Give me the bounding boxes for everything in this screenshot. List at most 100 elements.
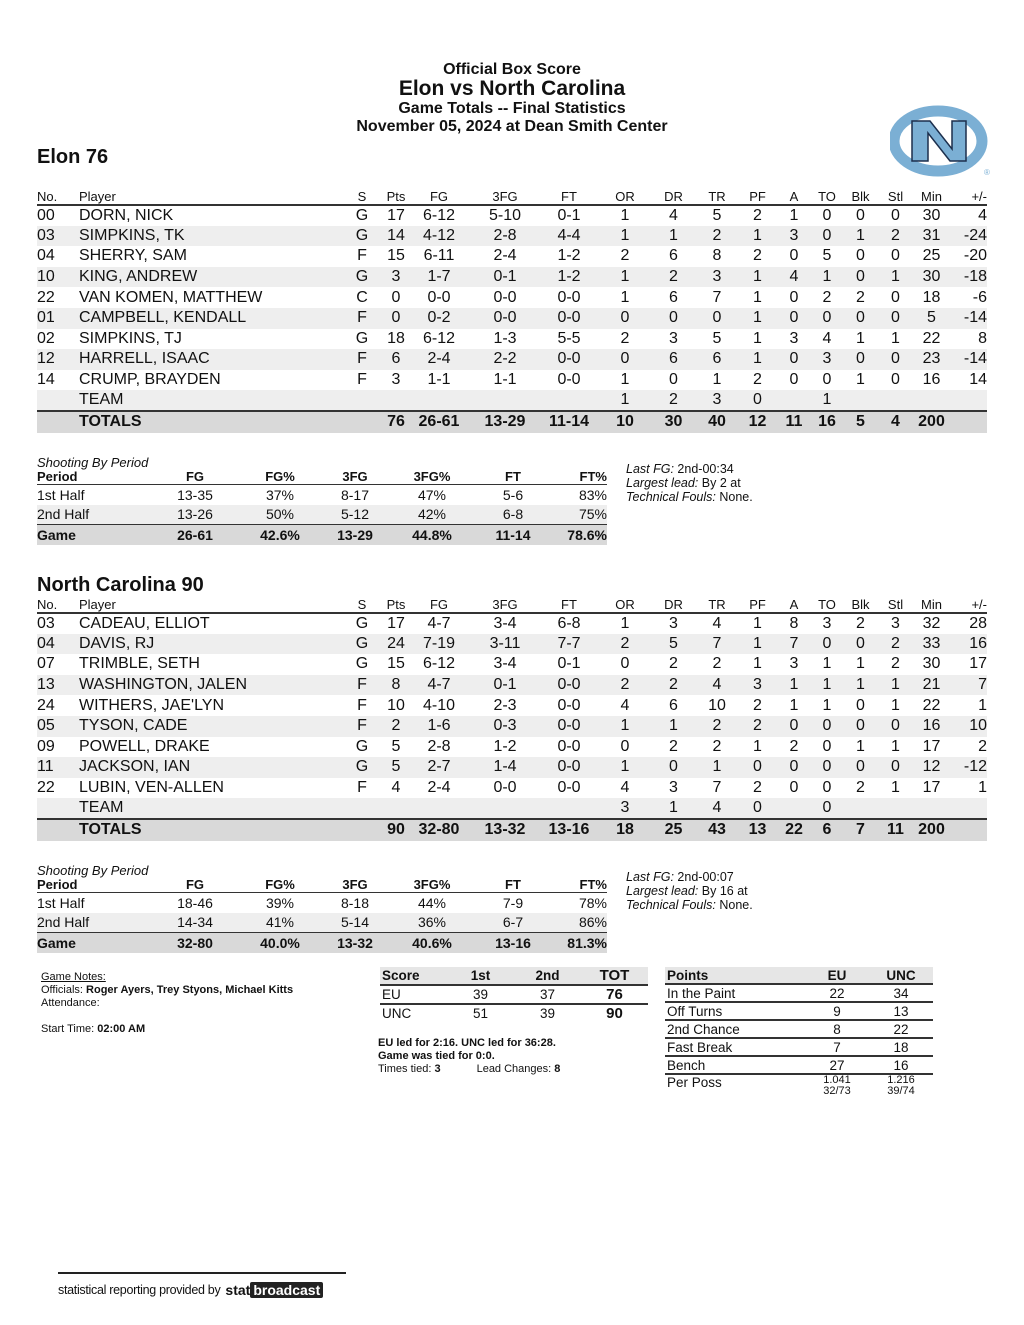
col-header-steals: Stl [878, 189, 913, 206]
cell: 86% [545, 912, 607, 933]
score-by-half-table: Score 1st 2nd TOT EU 39 37 76 UNC 51 39 90 [380, 967, 648, 1022]
cell-assists: 0 [789, 247, 799, 265]
cell-position: F [357, 371, 367, 389]
cell-assists: 1 [777, 674, 811, 696]
cell-player: SHERRY, SAM [79, 247, 187, 265]
cell-points: 17 [387, 614, 405, 632]
cell: 32-80 [157, 932, 233, 953]
cell-turnovers: 0 [822, 371, 832, 389]
cell-tot-reb: 7 [712, 288, 722, 306]
cell-minutes: 23 [913, 349, 950, 370]
cell-points: 0 [385, 307, 407, 329]
cell-fouls: 1 [738, 307, 777, 329]
total-plus-minus [950, 409, 987, 433]
per-poss-eu: 1.041 32/73 [805, 1074, 869, 1097]
cell-3fg: 3-4 [493, 614, 517, 632]
cell-turnovers: 0 [811, 307, 843, 329]
total-player: TOTALS [79, 409, 339, 433]
cell-turnovers: 4 [822, 329, 832, 347]
cell: 2nd Chance [665, 1020, 805, 1039]
col-header-blocks: Blk [843, 189, 878, 206]
cell-minutes: 16 [913, 715, 950, 737]
cell: 11-14 [481, 524, 545, 545]
col-header-ft: FT [539, 189, 599, 206]
cell: In the Paint [665, 984, 805, 1003]
cell-player: CRUMP, BRAYDEN [79, 371, 221, 389]
cell-3fg: 1-2 [493, 737, 517, 755]
cell-points: 10 [387, 696, 405, 714]
cell-number: 12 [37, 349, 79, 370]
cell-fouls: 2 [753, 206, 762, 224]
cell-minutes: 30 [913, 266, 950, 288]
cell: 78% [578, 894, 607, 911]
cell-ft: 0-1 [557, 655, 581, 673]
col-header: 3FG% [383, 469, 481, 485]
cell-ft [539, 798, 599, 819]
cell: 2nd Half [37, 912, 157, 933]
cell-ft: 0-0 [539, 349, 599, 370]
col-header-player: Player [79, 597, 339, 614]
cell-off-reb: 0 [599, 307, 651, 329]
cell-fouls: 0 [738, 798, 777, 819]
home-shooting-by-period: Period FG FG% 3FG 3FG% FT FT% 1st Half 18-46 39% 8… [37, 877, 607, 953]
cell-ft: 5-5 [557, 329, 581, 347]
cell-fg: 2-4 [407, 349, 471, 370]
cell-player: POWELL, DRAKE [79, 737, 210, 755]
last-fg: 2nd-00:07 [677, 870, 734, 884]
cell: 5-12 [327, 504, 383, 525]
cell-3fg: 2-4 [493, 247, 517, 265]
cell-number: 09 [37, 737, 55, 755]
cell-off-reb: 2 [620, 329, 630, 347]
cell-steals: 0 [878, 307, 913, 329]
cell-minutes: 30 [922, 655, 941, 673]
cell-turnovers: 5 [822, 247, 832, 265]
cell: 47% [417, 486, 447, 503]
cell-def-reb: 5 [651, 633, 696, 655]
cell-blocks: 0 [856, 247, 865, 265]
player-row: 13 WASHINGTON, JALEN F 8 4-7 0-1 0-0 2 2 4 3 1 1 1 1 21… [37, 674, 987, 696]
cell-assists [777, 798, 811, 819]
last-fg-label: Last FG: [626, 870, 674, 884]
cell-number: 22 [37, 288, 55, 306]
total-plus-minus [950, 817, 987, 841]
cell-fouls: 1 [738, 266, 777, 288]
total-3fg: 13-32 [471, 817, 539, 841]
col-header: FG [157, 469, 233, 485]
cell-steals: 0 [891, 371, 900, 389]
cell-steals: 1 [878, 266, 913, 288]
cell-ft [539, 390, 599, 411]
cell-ft: 0-0 [557, 779, 581, 797]
cell-minutes: 17 [922, 737, 941, 755]
cell-assists: 7 [777, 633, 811, 655]
total-steals: 4 [878, 409, 913, 433]
cell-off-reb: 2 [620, 247, 630, 265]
cell-fouls: 1 [753, 737, 762, 755]
cell-plus-minus: 10 [950, 715, 987, 737]
cell-number: 04 [37, 633, 79, 655]
total-minutes: 200 [913, 817, 950, 841]
total-def-reb: 25 [651, 817, 696, 841]
totals-row: TOTALS 76 26-61 13-29 11-14 10 30 40 12 11 16 5 4 200 [37, 409, 987, 433]
col-header-assists: A [777, 597, 811, 614]
per-poss-row: Per Poss 1.041 32/73 1.216 39/74 [665, 1074, 933, 1097]
cell-3fg: 3-4 [493, 655, 517, 673]
period-row: 2nd Half 13-26 50% 5-12 42% 6-8 75% [37, 504, 607, 525]
cell-points: 4 [391, 779, 401, 797]
col-header: FT% [545, 877, 607, 893]
cell-assists [777, 390, 811, 411]
cell-blocks: 0 [843, 266, 878, 288]
cell: 2nd Half [37, 504, 157, 525]
col-header-minutes: Min [913, 189, 950, 206]
start-time: 02:00 AM [97, 1023, 146, 1035]
col-header-fouls: PF [738, 597, 777, 614]
cell-ft: 0-0 [539, 674, 599, 696]
cell-3fg: 2-3 [493, 696, 517, 714]
cell-fg: 2-7 [407, 757, 471, 778]
cell-fouls: 1 [753, 655, 762, 673]
cell-steals: 1 [878, 674, 913, 696]
cell-def-reb: 6 [651, 349, 696, 370]
cell-number: 11 [37, 757, 79, 778]
cell-points: 8 [385, 674, 407, 696]
cell-ft: 0-0 [539, 307, 599, 329]
home-game-notes: Last FG: 2nd-00:07 Largest lead: By 16 a… [626, 870, 753, 912]
